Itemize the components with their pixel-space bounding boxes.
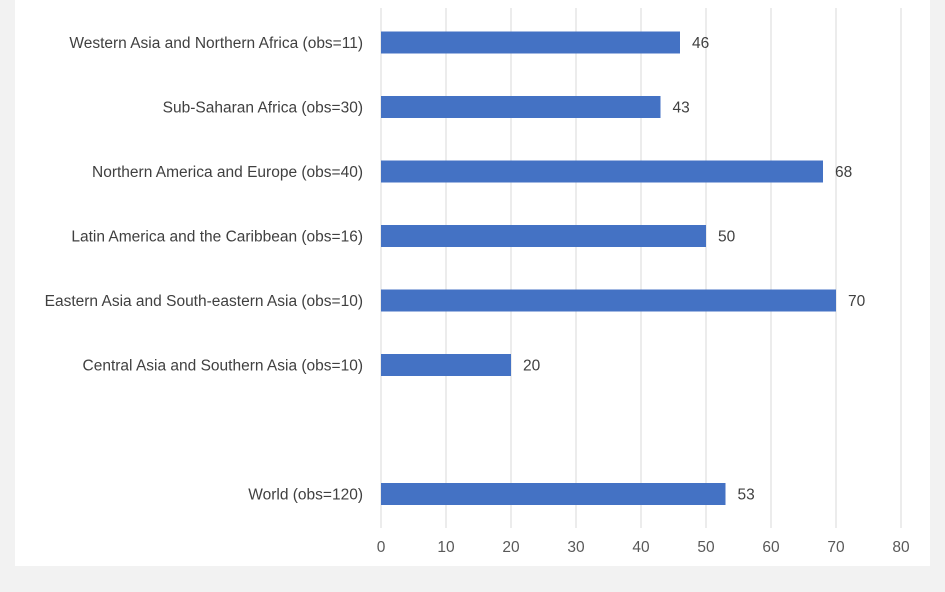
bar: [381, 96, 661, 118]
category-labels: Western Asia and Northern Africa (obs=11…: [45, 35, 363, 504]
bar-value-label: 68: [835, 164, 852, 181]
category-label: Western Asia and Northern Africa (obs=11…: [69, 35, 363, 52]
x-axis-ticks: 0 10 20 30 40 50 60 70 80: [377, 539, 910, 556]
bar-value-label: 53: [738, 487, 755, 504]
bar-value-label: 46: [692, 35, 709, 52]
bar-value-label: 70: [848, 293, 866, 310]
x-tick-label: 0: [377, 539, 386, 556]
x-tick-label: 70: [827, 539, 845, 556]
bar: [381, 31, 680, 54]
category-label: Northern America and Europe (obs=40): [92, 164, 363, 181]
x-tick-label: 50: [697, 539, 715, 556]
bar: [381, 289, 836, 312]
category-label: Latin America and the Caribbean (obs=16): [71, 229, 363, 246]
bar: [381, 160, 823, 183]
x-tick-label: 20: [502, 539, 520, 556]
category-label: Eastern Asia and South-eastern Asia (obs…: [45, 293, 363, 310]
bar: [381, 483, 726, 505]
gridlines: [380, 8, 902, 528]
category-label: Sub-Saharan Africa (obs=30): [163, 100, 363, 117]
bars: [381, 31, 836, 505]
data-labels: 46 43 68 50 70 20 53: [523, 35, 866, 504]
x-tick-label: 10: [437, 539, 455, 556]
bar: [381, 354, 511, 376]
bar: [381, 225, 706, 247]
chart-panel: Western Asia and Northern Africa (obs=11…: [15, 0, 930, 566]
x-tick-label: 40: [632, 539, 650, 556]
bar-value-label: 20: [523, 358, 541, 375]
bar-chart: Western Asia and Northern Africa (obs=11…: [45, 8, 910, 556]
x-tick-label: 30: [567, 539, 585, 556]
x-tick-label: 60: [762, 539, 780, 556]
bar-value-label: 43: [673, 100, 690, 117]
category-label: World (obs=120): [248, 487, 363, 504]
x-tick-label: 80: [892, 539, 910, 556]
bar-value-label: 50: [718, 229, 736, 246]
category-label: Central Asia and Southern Asia (obs=10): [83, 358, 363, 375]
